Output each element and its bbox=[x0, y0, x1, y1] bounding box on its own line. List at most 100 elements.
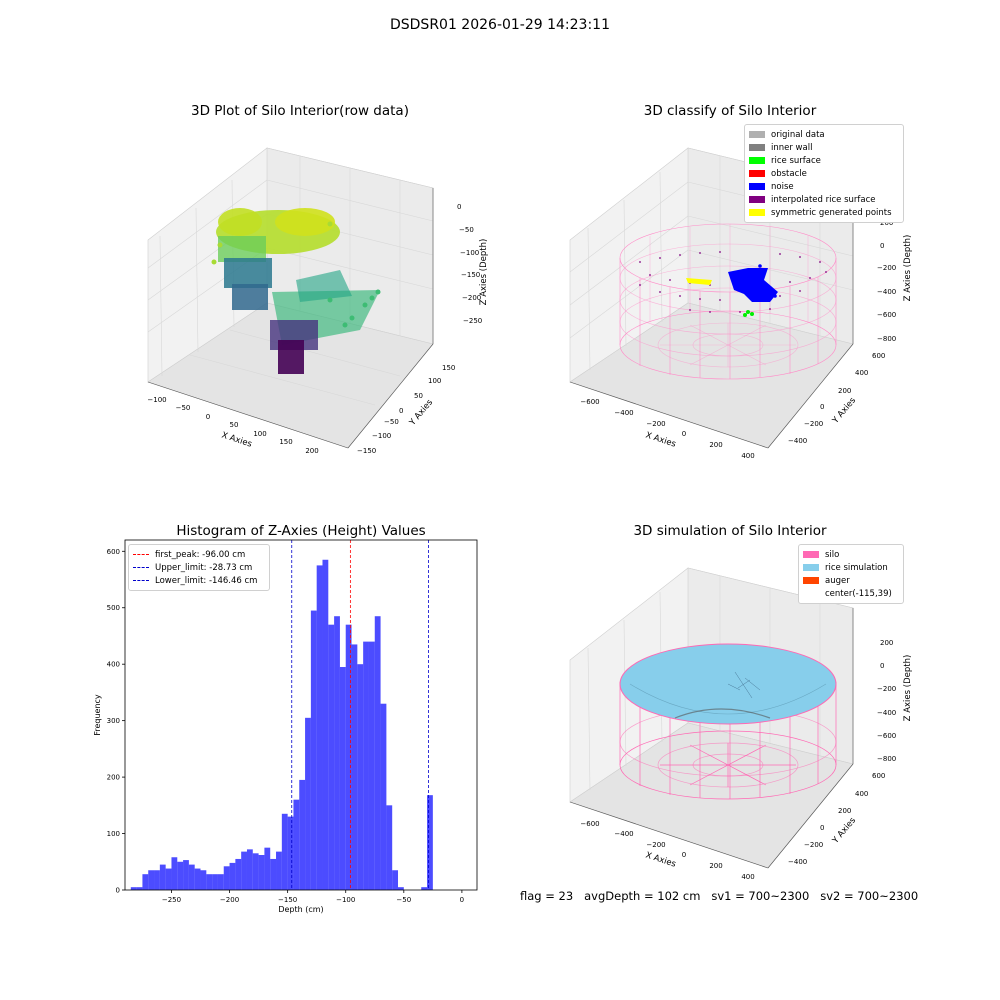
histogram-bar bbox=[299, 779, 306, 890]
histogram-title: Histogram of Z-Axies (Height) Values bbox=[176, 523, 426, 539]
histogram-bar bbox=[374, 616, 381, 890]
histogram-bar bbox=[270, 858, 277, 890]
legend-swatch bbox=[749, 196, 765, 203]
legend-label: noise bbox=[771, 181, 794, 192]
histogram-xtick-label: −250 bbox=[162, 896, 181, 904]
plot4-xtick: 200 bbox=[709, 862, 722, 870]
legend-entry: Upper_limit: -28.73 cm bbox=[133, 561, 265, 574]
legend-label: silo bbox=[825, 549, 840, 560]
plot4-axes: −600 −400 −200 0 200 400 600 400 200 0 −… bbox=[569, 567, 913, 881]
histogram-bar bbox=[357, 664, 364, 890]
plot2-ylabel: Y Axies bbox=[830, 395, 858, 426]
plot4-auger-lines bbox=[727, 671, 761, 699]
histogram-bar bbox=[183, 860, 189, 890]
status-readout: flag = 23 avgDepth = 102 cm sv1 = 700~23… bbox=[520, 889, 919, 903]
histogram-bar bbox=[398, 887, 404, 890]
histogram-axes: −250 −200 −150 −100 −50 0 0 100 200 300 400 500 600 D… bbox=[93, 539, 478, 914]
plot2-xtick: −600 bbox=[580, 398, 599, 406]
legend-entry: auger bbox=[803, 574, 899, 587]
plot2-title: 3D classify of Silo Interior bbox=[643, 103, 817, 119]
histogram-bar bbox=[252, 853, 259, 890]
plot4-ytick: 600 bbox=[872, 772, 885, 780]
plot4-xtick: −200 bbox=[646, 841, 665, 849]
histogram-bar bbox=[276, 851, 282, 890]
plot2-classified-points bbox=[686, 264, 778, 317]
legend-label: Upper_limit: -28.73 cm bbox=[155, 562, 253, 573]
histogram-bar bbox=[427, 795, 433, 890]
plot2-ytick: 0 bbox=[820, 403, 824, 411]
histogram-bar bbox=[148, 870, 155, 890]
legend-entry: original data bbox=[749, 128, 899, 141]
legend-label: auger bbox=[825, 575, 850, 586]
histogram-bar bbox=[212, 874, 218, 890]
histogram-ylabel: Frequency bbox=[93, 694, 102, 736]
histogram-xtick-label: −50 bbox=[396, 896, 411, 904]
legend-label: rice surface bbox=[771, 155, 821, 166]
legend-label: obstacle bbox=[771, 168, 807, 179]
plot1-ztick: −100 bbox=[460, 249, 479, 257]
legend-swatch bbox=[749, 183, 765, 190]
legend-entry: interpolated rice surface bbox=[749, 193, 899, 206]
plot4-zlabel: Z Axies (Depth) bbox=[903, 655, 913, 722]
plot2-xlabel: X Axies bbox=[644, 430, 677, 449]
histogram-bar bbox=[363, 641, 369, 890]
plot4-xtick: −600 bbox=[580, 820, 599, 828]
histogram-bar bbox=[345, 624, 352, 890]
plot2-ytick: 600 bbox=[872, 352, 885, 360]
plot1-xtick: 50 bbox=[230, 421, 239, 429]
plot4-silo-wireframe bbox=[619, 682, 837, 800]
plot1-xtick: 0 bbox=[206, 413, 210, 421]
histogram-xlabel: Depth (cm) bbox=[278, 905, 323, 914]
plot4-ztick: −600 bbox=[877, 732, 896, 740]
histogram-bar bbox=[188, 864, 195, 890]
histogram-bar bbox=[130, 887, 137, 890]
legend-label: first_peak: -96.00 cm bbox=[155, 549, 246, 560]
legend-swatch bbox=[803, 551, 819, 558]
histogram-bar bbox=[334, 616, 340, 890]
plot4-ytick: 400 bbox=[855, 790, 868, 798]
plot2-xtick: −200 bbox=[646, 420, 665, 428]
legend-label: inner wall bbox=[771, 142, 813, 153]
histogram-bar bbox=[316, 565, 323, 890]
plot1-ytick: −150 bbox=[357, 447, 376, 455]
histogram-bar bbox=[200, 870, 207, 890]
histogram-ytick-label: 600 bbox=[107, 548, 120, 556]
histogram-bar bbox=[287, 816, 294, 890]
legend-entry: first_peak: -96.00 cm bbox=[133, 548, 265, 561]
histogram-bar bbox=[386, 805, 393, 890]
plot1-ytick: 150 bbox=[442, 364, 455, 372]
plot1-zlabel: Z Axies (Depth) bbox=[479, 239, 489, 306]
plot2-ytick: 200 bbox=[838, 387, 851, 395]
plot4-xtick: −400 bbox=[614, 830, 633, 838]
legend-entry: obstacle bbox=[749, 167, 899, 180]
plot2-ztick: 200 bbox=[880, 219, 893, 227]
histogram-bar bbox=[351, 644, 358, 890]
histogram-bar bbox=[310, 610, 317, 890]
histogram-bar bbox=[258, 855, 265, 890]
legend-entry: symmetric generated points bbox=[749, 206, 899, 219]
plot2-legend: original data inner wall rice surface ob… bbox=[744, 124, 904, 223]
legend-entry: rice surface bbox=[749, 154, 899, 167]
histogram-bar bbox=[305, 717, 311, 890]
histogram-bar bbox=[281, 813, 288, 890]
histogram-frame bbox=[124, 539, 478, 891]
plot2-silo-wireframe bbox=[619, 223, 837, 380]
plot2-xtick: 200 bbox=[709, 441, 722, 449]
histogram-bar bbox=[380, 703, 387, 890]
plot2-ztick: −400 bbox=[877, 288, 896, 296]
histogram-ytick-label: 500 bbox=[107, 604, 120, 612]
legend-entry: inner wall bbox=[749, 141, 899, 154]
plot2-xtick: 400 bbox=[741, 452, 754, 460]
plot2-ztick: −600 bbox=[877, 311, 896, 319]
plot2-ytick: −400 bbox=[788, 437, 807, 445]
histogram-bar bbox=[165, 868, 172, 890]
histogram-bar bbox=[392, 870, 399, 890]
legend-swatch bbox=[803, 564, 819, 571]
plot1-ytick: 100 bbox=[428, 377, 441, 385]
plot4-xtick: 400 bbox=[741, 873, 754, 881]
histogram-bar bbox=[223, 866, 230, 890]
plot1-ylabel: Y Axies bbox=[407, 397, 435, 428]
histogram-ytick-label: 300 bbox=[107, 717, 120, 725]
legend-label: symmetric generated points bbox=[771, 207, 892, 218]
plot2-ztick: 0 bbox=[880, 242, 884, 250]
